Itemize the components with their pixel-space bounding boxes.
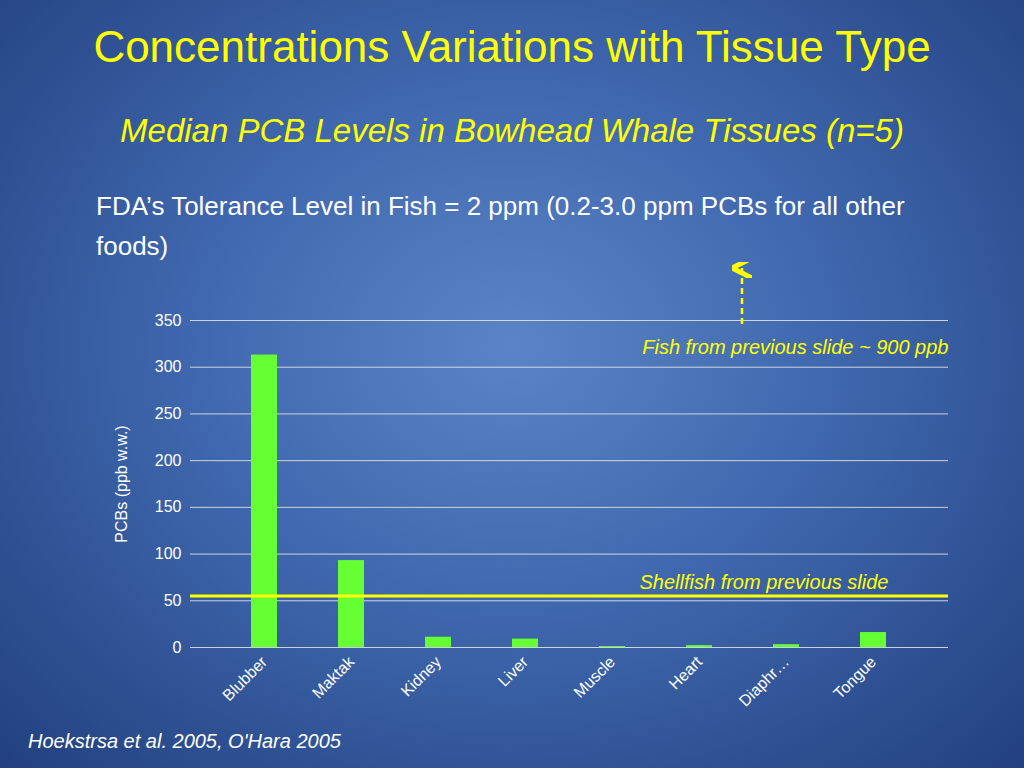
svg-text:Maktak: Maktak — [309, 652, 358, 701]
svg-text:Fish from previous slide ~ 900: Fish from previous slide ~ 900 ppb — [642, 336, 948, 358]
svg-text:Muscle: Muscle — [570, 653, 618, 701]
svg-text:100: 100 — [155, 545, 182, 562]
svg-text:150: 150 — [155, 498, 182, 515]
svg-text:Liver: Liver — [495, 653, 532, 690]
svg-text:Blubber: Blubber — [219, 653, 270, 704]
html-text:FDA’s Tolerance Level in Fish: FDA’s Tolerance Level in Fish = 2 ppm (0… — [96, 191, 905, 261]
svg-text:350: 350 — [155, 312, 182, 329]
svg-text:300: 300 — [155, 358, 182, 375]
svg-text:PCBs (ppb w.w.): PCBs (ppb w.w.) — [113, 425, 130, 542]
html-text:Median PCB Levels in Bowhead W: Median PCB Levels in Bowhead Whale Tissu… — [120, 112, 904, 149]
svg-text:Diaphr…: Diaphr… — [736, 653, 793, 710]
svg-text:Shellfish from previous slide: Shellfish from previous slide — [640, 571, 889, 593]
svg-text:200: 200 — [155, 452, 182, 469]
svg-text:50: 50 — [164, 592, 182, 609]
html-text:Hoekstrsa et al. 2005, O'Hara: Hoekstrsa et al. 2005, O'Hara 2005 — [28, 730, 341, 752]
svg-text:250: 250 — [155, 405, 182, 422]
svg-text:Kidney: Kidney — [398, 653, 445, 700]
svg-text:Heart: Heart — [666, 653, 706, 693]
svg-text:0: 0 — [173, 639, 182, 656]
html-text:Concentrations Variations with: Concentrations Variations with Tissue Ty… — [93, 22, 931, 71]
svg-text:Tongue: Tongue — [830, 653, 879, 702]
